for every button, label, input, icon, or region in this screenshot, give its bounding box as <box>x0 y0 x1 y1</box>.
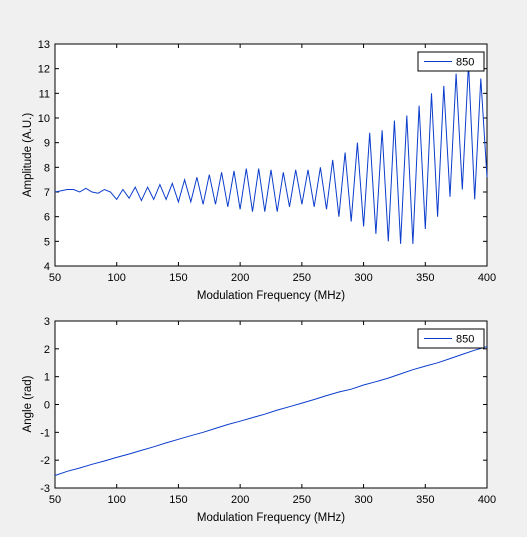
amplitude-xtick-label: 300 <box>354 272 372 284</box>
angle-ytick-label: 1 <box>44 372 50 384</box>
angle-legend-label: 850 <box>456 334 474 346</box>
angle-xtick-label: 100 <box>108 494 126 506</box>
amplitude-xtick-label: 100 <box>108 272 126 284</box>
amplitude-xlabel: Modulation Frequency (MHz) <box>197 290 345 302</box>
amplitude-ytick-label: 8 <box>44 162 50 174</box>
amplitude-ytick-label: 12 <box>38 64 50 76</box>
angle-chart: 50 100 150 200 250 300 350 400 -3 -2 -1 0 1 2 3 Modula… <box>22 316 496 524</box>
amplitude-xtick-label: 400 <box>478 272 496 284</box>
angle-ytick-label: 3 <box>44 316 50 328</box>
amplitude-plot-area <box>54 43 488 267</box>
angle-ytick-label: 2 <box>44 344 50 356</box>
angle-ytick-label: -3 <box>40 483 50 495</box>
angle-ylabel: Angle (rad) <box>22 375 34 432</box>
amplitude-ytick-label: 7 <box>44 187 50 199</box>
angle-legend: 850 <box>417 328 485 349</box>
amplitude-legend-label: 850 <box>456 57 474 69</box>
amplitude-ytick-label: 5 <box>44 236 50 248</box>
amplitude-xtick-label: 50 <box>49 272 61 284</box>
amplitude-ytick-label: 4 <box>44 261 50 273</box>
angle-xtick-label: 350 <box>416 494 434 506</box>
amplitude-series-line <box>54 63 488 244</box>
amplitude-xtick-label: 150 <box>169 272 187 284</box>
amplitude-xtick-label: 350 <box>416 272 434 284</box>
angle-xtick-label: 400 <box>478 494 496 506</box>
amplitude-ytick-label: 9 <box>44 138 50 150</box>
amplitude-legend: 850 <box>417 51 485 72</box>
amplitude-chart: 50 100 150 200 250 300 350 400 4 5 6 7 8 9 10 11 12 13 Mo… <box>22 39 496 302</box>
amplitude-ytick-label: 10 <box>38 113 50 125</box>
angle-series-line <box>54 346 488 476</box>
amplitude-ytick-label: 11 <box>39 88 50 100</box>
amplitude-ytick-label: 13 <box>38 39 50 51</box>
amplitude-ytick-label: 6 <box>44 212 50 224</box>
angle-ytick-label: 0 <box>44 400 50 412</box>
angle-xtick-label: 250 <box>293 494 311 506</box>
amplitude-xtick-label: 250 <box>293 272 311 284</box>
angle-xtick-label: 200 <box>231 494 249 506</box>
angle-xtick-label: 50 <box>49 494 61 506</box>
angle-xtick-label: 150 <box>169 494 187 506</box>
angle-plot-area <box>54 320 488 489</box>
amplitude-ylabel: Amplitude (A.U.) <box>22 113 34 198</box>
angle-xtick-label: 300 <box>354 494 372 506</box>
amplitude-xtick-label: 200 <box>231 272 249 284</box>
angle-xlabel: Modulation Frequency (MHz) <box>197 512 345 524</box>
angle-ytick-label: -2 <box>40 455 50 467</box>
angle-ytick-label: -1 <box>40 427 50 439</box>
